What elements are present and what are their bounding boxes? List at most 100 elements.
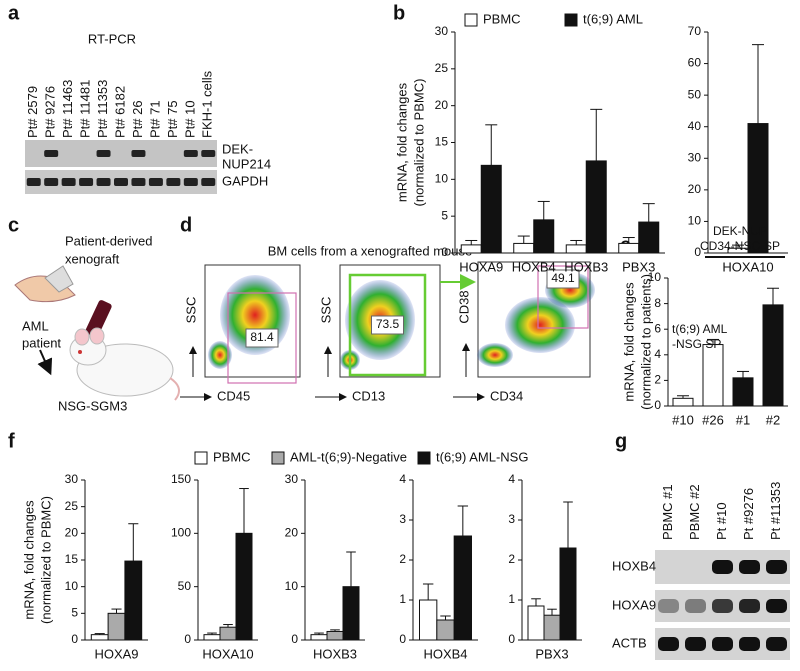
y-tick-label: 30: [435, 24, 449, 38]
band: [183, 178, 198, 186]
band: [44, 178, 59, 186]
y-tick-label: 30: [65, 472, 79, 486]
gate-value: 49.1: [551, 271, 575, 285]
bar: [543, 614, 561, 641]
bar: [559, 547, 577, 641]
flow-density: [505, 297, 575, 353]
lane-label: Pt# 26: [130, 100, 145, 138]
lane-label: Pt# 10: [182, 100, 197, 138]
y-tick-label: 0: [291, 632, 298, 646]
legend-swatch: [417, 451, 431, 465]
y-tick-label: 10: [285, 579, 299, 593]
blot-band: [685, 599, 706, 613]
y-tick-label: 50: [178, 579, 192, 593]
bar: [618, 242, 640, 254]
x-tick-label: HOXA10: [722, 259, 773, 274]
panel-letter: d: [180, 214, 192, 236]
legend-label: t(6;9) AML-NSG: [436, 449, 528, 464]
y-tick-label: 100: [171, 526, 191, 540]
x-tick-label: #2: [766, 412, 780, 427]
x-tick-label: PBX3: [622, 259, 655, 274]
bar: [203, 634, 221, 641]
blot-band: [739, 560, 760, 574]
blot-band: [766, 599, 787, 613]
flow-x-label: CD13: [352, 388, 385, 403]
lane-label: Pt #10: [714, 502, 729, 540]
x-tick-label: #10: [672, 412, 694, 427]
y-tick-label: 8: [654, 296, 661, 310]
lane-label: Pt# 6182: [112, 86, 127, 138]
y-tick-label: 1: [399, 592, 406, 606]
y-axis-label: mRNA, fold changes: [21, 500, 36, 620]
y-tick-label: 30: [285, 472, 299, 486]
annotation: t(6;9) AML: [672, 322, 728, 336]
illustration: [14, 265, 180, 401]
bar: [107, 612, 126, 641]
x-tick-label: HOXB3: [313, 646, 357, 661]
y-tick-label: 2: [399, 552, 406, 566]
bar: [460, 244, 482, 254]
blot-band: [685, 637, 706, 651]
band: [61, 178, 76, 186]
band: [131, 178, 146, 186]
panel-letter: g: [615, 430, 627, 452]
annotation: -NSG SP: [672, 337, 721, 351]
gate-value: 81.4: [250, 330, 274, 344]
y-axis-label: (normalized to patients): [638, 274, 653, 410]
xenograft-label: Patient-derived: [65, 233, 152, 248]
band: [201, 150, 216, 157]
lane-label: Pt# 75: [165, 100, 180, 138]
bar: [326, 630, 344, 641]
gel-row-label: DEK-: [222, 141, 253, 156]
blot-band: [739, 637, 760, 651]
y-tick-label: 150: [171, 472, 191, 486]
band: [96, 178, 111, 186]
flow-title: BM cells from a xenografted mouse: [268, 243, 472, 258]
flow-density: [208, 341, 232, 369]
flow-density: [477, 343, 513, 367]
lane-label: Pt# 11353: [95, 80, 110, 138]
bar: [565, 244, 587, 254]
gate-label-bg: [245, 328, 279, 348]
flow-plots: 81.4 SSC CD45 73.5 SSC CD13 49.1 CD38 CD34: [180, 261, 595, 403]
blot-row-label: HOXA9: [612, 597, 656, 612]
gate: [227, 292, 297, 384]
y-tick-label: 6: [654, 321, 661, 335]
blot-band: [766, 637, 787, 651]
y-tick-label: 0: [508, 632, 515, 646]
bar: [585, 160, 607, 254]
panel-letter: f: [8, 430, 15, 452]
y-tick-label: 2: [508, 552, 515, 566]
x-tick-label: HOXA9: [94, 646, 138, 661]
lane-label: Pt# 71: [147, 100, 162, 138]
y-tick-label: 50: [688, 87, 702, 101]
lane-label: PBMC #1: [660, 484, 675, 540]
y-tick-label: 25: [435, 61, 449, 75]
y-tick-label: 20: [435, 98, 449, 112]
gate: [348, 273, 427, 377]
y-tick-label: 30: [688, 150, 702, 164]
bar: [124, 560, 143, 641]
band: [183, 150, 198, 157]
bar: [436, 619, 455, 641]
bar: [702, 344, 724, 407]
annotation: CD34-NSG SP: [700, 239, 780, 253]
blot-band: [712, 560, 733, 574]
y-axis-label: mRNA, fold changes: [394, 82, 409, 202]
bar: [342, 586, 360, 641]
flow-x-label: CD34: [490, 388, 523, 403]
y-axis-label: (normalized to PBMC): [411, 79, 426, 207]
legend-label: PBMC: [213, 449, 251, 464]
blot-band: [712, 599, 733, 613]
y-tick-label: 10: [688, 214, 702, 228]
y-tick-label: 15: [65, 552, 79, 566]
band: [201, 178, 216, 186]
band: [148, 178, 163, 186]
blot-band: [658, 637, 679, 651]
mouse-label: NSG-SGM3: [58, 398, 127, 413]
y-tick-label: 60: [688, 56, 702, 70]
y-tick-label: 10: [65, 579, 79, 593]
bar: [533, 219, 555, 254]
y-tick-label: 0: [654, 398, 661, 412]
